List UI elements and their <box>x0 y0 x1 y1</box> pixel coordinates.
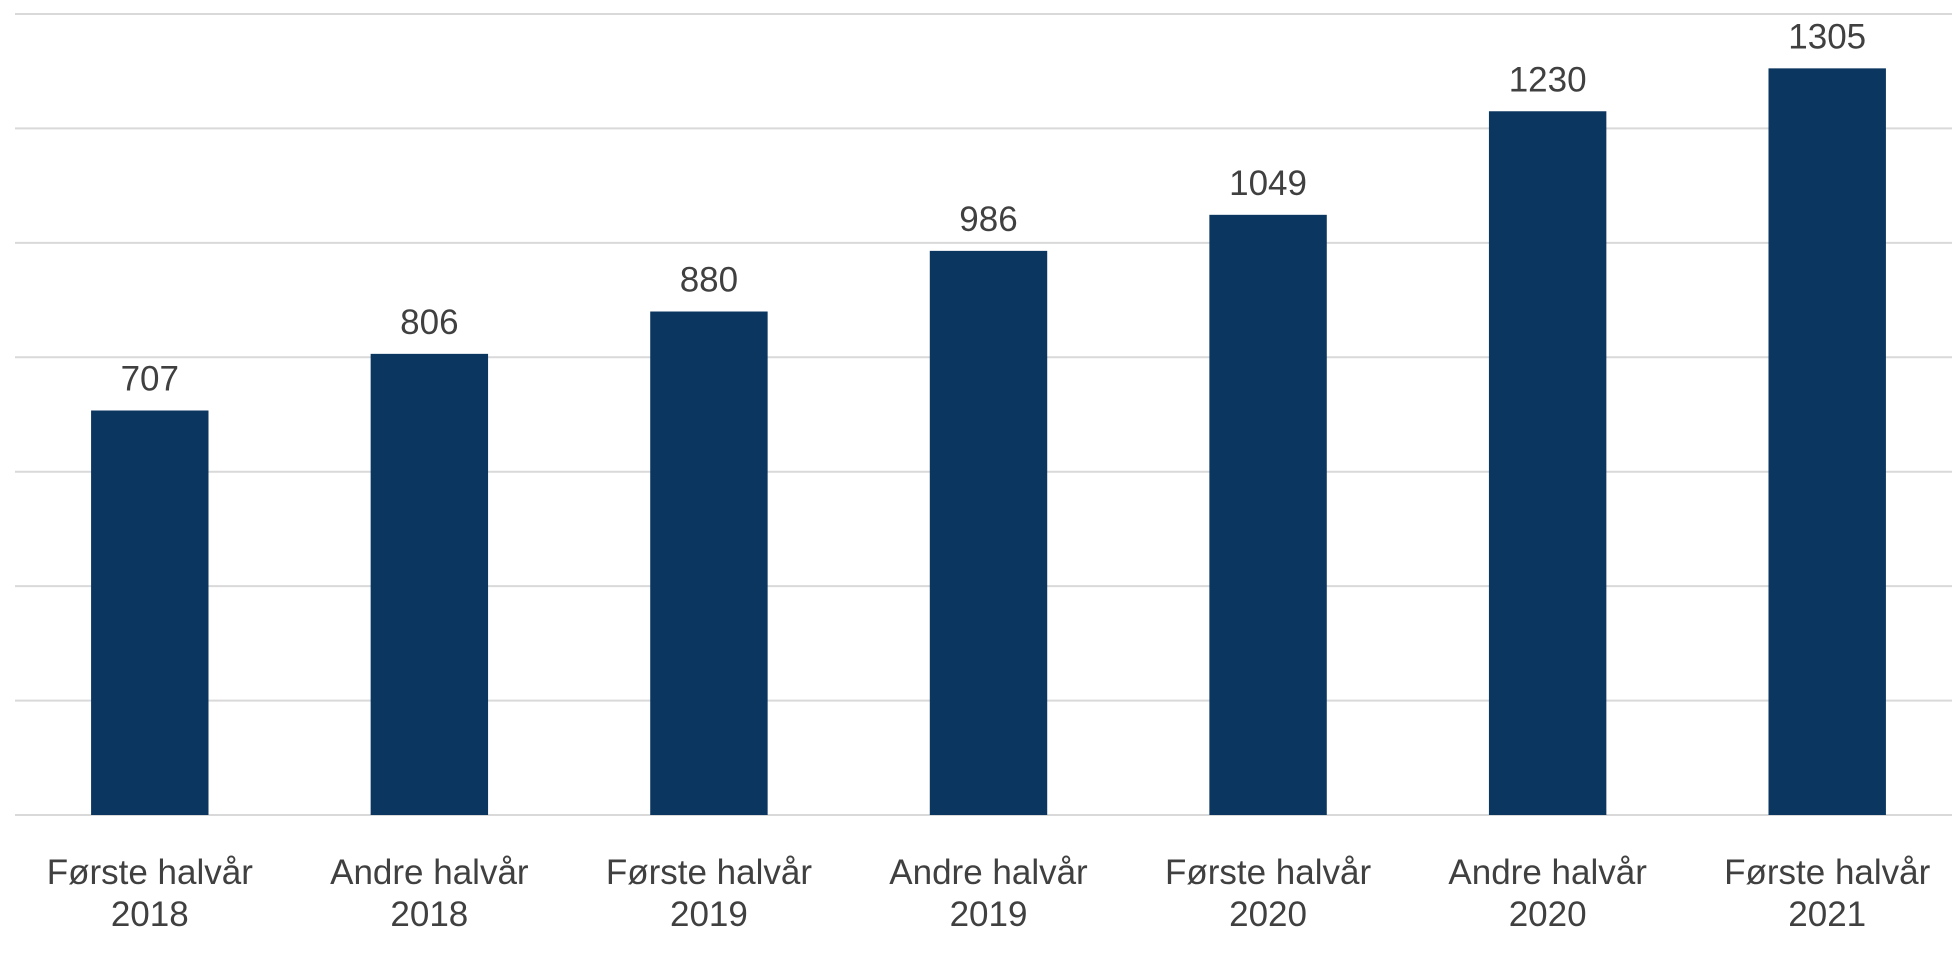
data-label: 806 <box>400 303 458 342</box>
x-tick-label: Andre halvår 2020 <box>1448 853 1647 934</box>
x-tick-label: Første halvår 2020 <box>1165 853 1371 934</box>
bar <box>1768 68 1886 815</box>
x-tick-label: Første halvår 2018 <box>47 853 253 934</box>
bar <box>91 410 209 815</box>
data-label: 1230 <box>1509 60 1587 99</box>
bar <box>1488 111 1607 815</box>
x-tick-label: Første halvår 2021 <box>1724 853 1930 934</box>
data-label: 986 <box>959 200 1017 239</box>
data-label: 1305 <box>1788 17 1866 56</box>
x-tick-label: Andre halvår 2019 <box>889 853 1088 934</box>
bar <box>1209 214 1327 815</box>
bar <box>370 353 489 815</box>
bar <box>650 311 768 815</box>
data-label: 1049 <box>1229 164 1307 203</box>
bar <box>929 250 1048 816</box>
x-tick-label: Første halvår 2019 <box>606 853 812 934</box>
data-label: 707 <box>121 359 179 398</box>
x-tick-label: Andre halvår 2018 <box>330 853 529 934</box>
data-label: 880 <box>680 261 738 300</box>
